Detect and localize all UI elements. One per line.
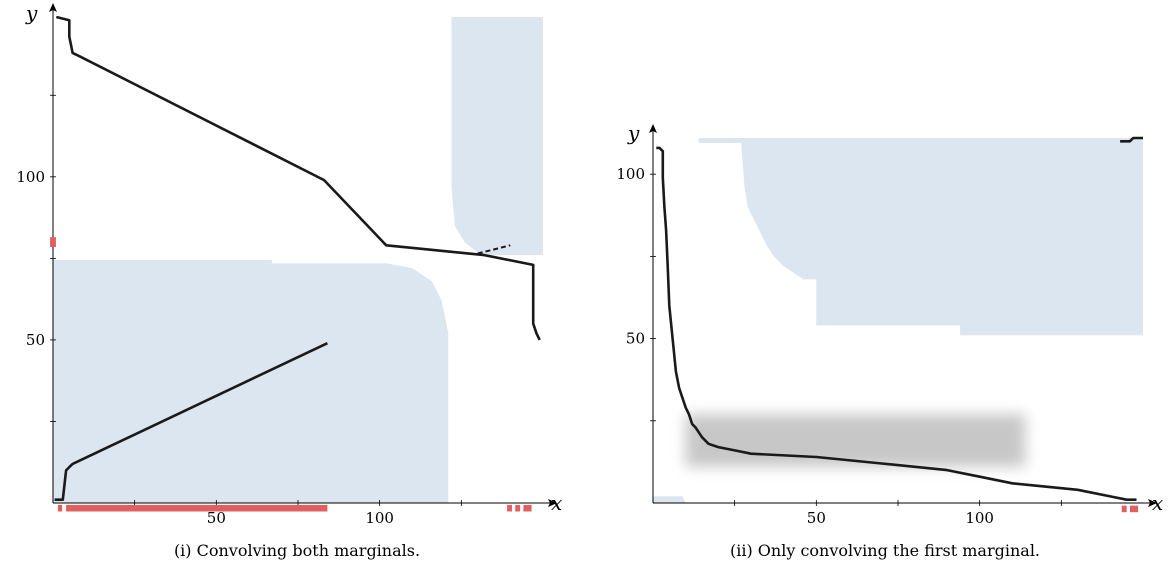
paths bbox=[54, 15, 541, 502]
y-tick-label: 100 bbox=[16, 168, 45, 186]
main-path bbox=[54, 342, 328, 502]
top-right-path bbox=[1120, 136, 1143, 143]
upper-right-region bbox=[451, 17, 543, 256]
axes: 50 100 50 100 bbox=[616, 124, 1157, 527]
y-tick-label: 50 bbox=[626, 330, 645, 348]
y-axis-arrow bbox=[649, 124, 657, 133]
x-marker-d bbox=[523, 504, 532, 512]
x-marker-bar bbox=[66, 504, 328, 512]
x-tick-label: 50 bbox=[207, 509, 226, 527]
panel-right: 50 100 50 100 y x (ii) Only convolving the … bbox=[616, 121, 1163, 560]
panel-left: 50 100 50 100 y x (i) Convolving both margi… bbox=[16, 1, 562, 560]
caption: (ii) Only convolving the first marginal. bbox=[730, 541, 1040, 560]
lower-left-region bbox=[53, 260, 449, 503]
y-marker bbox=[50, 237, 56, 247]
x-axis-label: x bbox=[1152, 491, 1163, 515]
y-tick-label: 50 bbox=[26, 331, 45, 349]
x-axis-arrow bbox=[548, 499, 557, 507]
tail-dashes bbox=[477, 244, 511, 255]
markers bbox=[50, 237, 532, 512]
x-tick-label: 100 bbox=[965, 509, 994, 527]
x-marker-c bbox=[515, 504, 521, 512]
caption: (i) Convolving both marginals. bbox=[174, 541, 420, 560]
origin-region bbox=[653, 496, 686, 503]
x-tick-label: 100 bbox=[365, 509, 394, 527]
top-curve bbox=[55, 15, 541, 341]
y-axis-label: y bbox=[627, 121, 640, 145]
blurs bbox=[685, 414, 1026, 467]
x-axis-arrow bbox=[1148, 499, 1157, 507]
regions bbox=[53, 17, 543, 503]
x-marker-b bbox=[507, 504, 512, 512]
upper-region bbox=[698, 138, 1143, 336]
y-axis-label: y bbox=[25, 1, 38, 25]
x-marker-a bbox=[1121, 505, 1127, 513]
y-axis-arrow bbox=[49, 3, 57, 12]
x-tick-label: 50 bbox=[807, 509, 826, 527]
x-axis-label: x bbox=[551, 491, 562, 515]
x-marker-a bbox=[57, 504, 63, 512]
decay-curve bbox=[656, 146, 1137, 502]
regions bbox=[653, 138, 1143, 503]
markers bbox=[1121, 505, 1139, 513]
x-marker-b bbox=[1129, 505, 1139, 513]
axes: 50 100 50 100 bbox=[16, 3, 557, 527]
band-blur bbox=[685, 414, 1026, 467]
paths bbox=[656, 136, 1143, 502]
y-tick-label: 100 bbox=[616, 165, 645, 183]
